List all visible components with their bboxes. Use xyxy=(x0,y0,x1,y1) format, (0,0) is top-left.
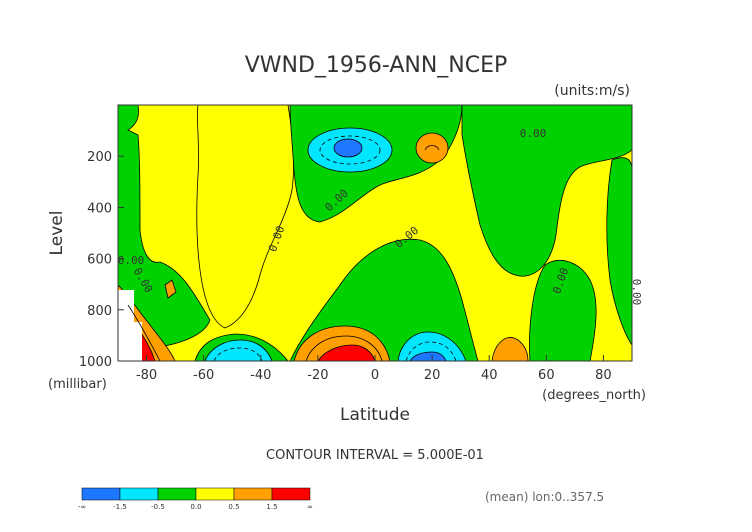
region-jet-core xyxy=(333,138,363,158)
y-axis-ticks: 200 400 600 800 1000 xyxy=(79,150,124,370)
region-north-surface-positive xyxy=(491,337,529,361)
legend-swatch xyxy=(81,487,121,501)
contour-south-surface-solid xyxy=(305,335,383,361)
contour-jet-dashed xyxy=(319,135,381,165)
x-tick-label: -20 xyxy=(307,368,328,383)
contour-north-surface-dashed xyxy=(405,341,457,361)
region-green-north-polar xyxy=(606,157,632,346)
dashed-contours xyxy=(213,135,457,361)
y-tick-label: 600 xyxy=(87,253,112,268)
region-small-positive xyxy=(164,279,177,299)
legend-label: ∞ xyxy=(307,503,313,511)
legend-swatch xyxy=(157,487,197,501)
missing-data-patch xyxy=(118,290,142,361)
solid-contours xyxy=(127,145,440,361)
contour-label: 0.00 xyxy=(118,254,145,267)
contour-jet-positive-solid xyxy=(424,145,440,151)
region-north-surface-negative xyxy=(397,331,467,361)
plot-area xyxy=(118,105,632,361)
legend-label: 0.0 xyxy=(190,503,201,511)
contour-label: 0.00 xyxy=(520,127,547,140)
region-south-surface-core xyxy=(317,344,376,361)
region-jet-positive xyxy=(415,132,449,164)
chart-title: VWND_1956-ANN_NCEP xyxy=(245,53,508,78)
legend-label: 1.5 xyxy=(266,503,277,511)
x-tick-label: -80 xyxy=(136,368,157,383)
x-tick-label: -40 xyxy=(250,368,271,383)
y-tick-label: 1000 xyxy=(79,355,112,370)
legend-swatch xyxy=(271,487,311,501)
x-tick-label: 60 xyxy=(538,368,555,383)
region-north-surface-core xyxy=(409,351,447,361)
legend-label: -1.5 xyxy=(113,503,127,511)
y-axis-label: Level xyxy=(47,211,67,256)
legend-swatch xyxy=(195,487,235,501)
region-green-tropical xyxy=(196,105,295,329)
legend-label: -∞ xyxy=(78,503,86,511)
legend-swatch xyxy=(233,487,273,501)
contour-label: 0.00 xyxy=(630,279,643,306)
contour-south-surface-dashed xyxy=(213,347,263,361)
contour-interval-text: CONTOUR INTERVAL = 5.000E-01 xyxy=(266,448,484,463)
legend-label: -0.5 xyxy=(151,503,165,511)
x-tick-label: 80 xyxy=(595,368,612,383)
x-tick-label: -60 xyxy=(193,368,214,383)
legend-label: 0.5 xyxy=(228,503,239,511)
color-legend: -∞ -1.5 -0.5 0.0 0.5 1.5 ∞ xyxy=(78,487,313,511)
blue-regions xyxy=(333,138,447,361)
contour-polar-solid xyxy=(127,304,161,361)
y-tick-label: 800 xyxy=(87,304,112,319)
x-axis-label: Latitude xyxy=(340,405,410,425)
x-tick-label: 0 xyxy=(371,368,379,383)
footnote: (mean) lon:0..357.5 xyxy=(485,490,604,504)
x-axis-ticks: -80 -60 -40 -20 0 20 40 60 80 xyxy=(136,355,612,383)
legend-swatch xyxy=(119,487,159,501)
region-south-surface-negative xyxy=(204,339,273,361)
y-axis-unit: (millibar) xyxy=(48,377,107,392)
x-axis-unit: (degrees_north) xyxy=(542,388,646,403)
region-green-north-low xyxy=(529,260,597,361)
x-tick-label: 20 xyxy=(424,368,441,383)
x-tick-label: 40 xyxy=(481,368,498,383)
y-tick-label: 400 xyxy=(87,201,112,216)
units-label: (units:m/s) xyxy=(554,83,630,99)
y-tick-label: 200 xyxy=(87,150,112,165)
region-green-north-mid xyxy=(461,105,632,277)
